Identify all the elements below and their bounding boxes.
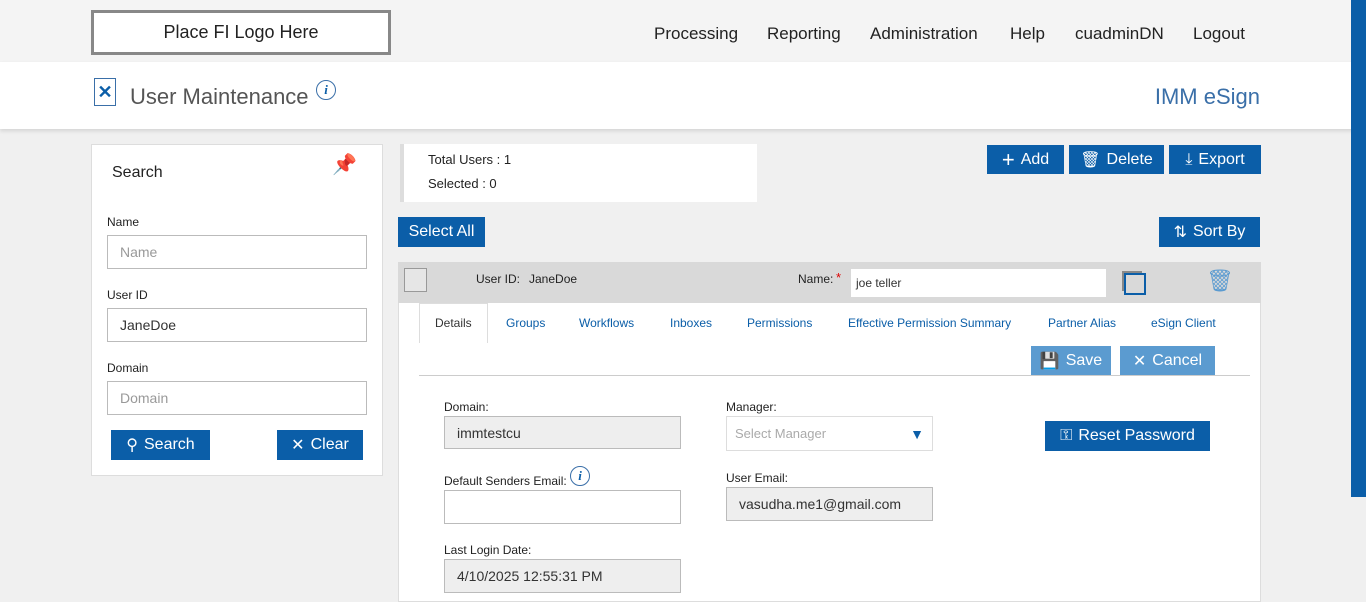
trash-icon[interactable]: 🗑 (1206, 268, 1234, 293)
userid-input[interactable]: JaneDoe (107, 308, 367, 342)
scrollbar[interactable] (1351, 0, 1366, 497)
tools-icon: ✕ (94, 78, 116, 106)
export-label: Export (1198, 150, 1245, 168)
domain-placeholder: Domain (120, 390, 169, 406)
total-users: Total Users : 1 (428, 152, 512, 167)
selected-count: Selected : 0 (428, 176, 497, 191)
nav-user[interactable]: cuadminDN (1075, 24, 1164, 43)
nav-logout[interactable]: Logout (1193, 24, 1245, 43)
domain-input[interactable]: Domain (107, 381, 367, 415)
summary-box (400, 144, 757, 202)
user-email-label: User Email: (726, 471, 789, 485)
download-icon: ⤓ (1185, 150, 1193, 168)
clear-label: Clear (310, 436, 349, 453)
chevron-down-icon: ▼ (910, 425, 924, 442)
brand-name: IMM eSign (1154, 84, 1260, 109)
name-label: Name: (798, 272, 834, 286)
key-icon: ⚿ (1060, 427, 1073, 444)
user-checkbox[interactable] (404, 268, 427, 292)
name-placeholder: Name (120, 244, 158, 260)
last-login-value: 4/10/2025 12:55:31 PM (457, 568, 603, 584)
tab-permissions[interactable]: Permissions (747, 316, 813, 330)
save-icon: 💾 (1039, 353, 1060, 370)
cancel-label: Cancel (1152, 352, 1203, 369)
search-icon: ⚲ (126, 437, 138, 454)
pin-icon[interactable]: 📌 (332, 154, 357, 176)
sort-by-button[interactable]: ⇅ Sort By (1159, 217, 1260, 247)
search-title: Search (112, 164, 163, 181)
info-icon[interactable]: i (316, 80, 336, 100)
trash-icon: 🗑 (1080, 151, 1101, 169)
info-icon[interactable]: i (570, 466, 590, 486)
userid-value: JaneDoe (529, 272, 578, 286)
name-input[interactable]: Name (107, 235, 367, 269)
domain-label: Domain: (444, 400, 489, 414)
close-icon: ✕ (1132, 353, 1147, 370)
user-email-field[interactable]: vasudha.me1@gmail.com (726, 487, 933, 521)
nav-help[interactable]: Help (1010, 24, 1045, 43)
tab-details-bg (419, 303, 488, 343)
user-email-value: vasudha.me1@gmail.com (739, 496, 902, 512)
senders-email-input[interactable] (444, 490, 681, 524)
reset-password-button[interactable]: ⚿ Reset Password (1045, 421, 1210, 451)
save-button[interactable]: 💾 Save (1031, 346, 1111, 376)
manager-select[interactable]: Select Manager ▼ (726, 416, 933, 451)
tab-effective-permission-summary[interactable]: Effective Permission Summary (848, 316, 1012, 330)
nav-administration[interactable]: Administration (870, 24, 978, 43)
close-icon: ✕ (291, 437, 305, 454)
manager-label: Manager: (726, 400, 777, 414)
page-header (0, 62, 1366, 129)
manager-placeholder: Select Manager (735, 426, 827, 441)
search-label: Search (144, 436, 195, 453)
nav-reporting[interactable]: Reporting (767, 24, 841, 43)
reset-label: Reset Password (1078, 427, 1195, 444)
add-label: Add (1020, 150, 1050, 168)
export-button[interactable]: ⤓ Export (1169, 145, 1261, 174)
domain-label: Domain (107, 361, 149, 375)
add-button[interactable]: + Add (987, 145, 1064, 174)
plus-icon: + (1001, 146, 1015, 172)
last-login-label: Last Login Date: (444, 543, 532, 557)
clear-button[interactable]: ✕ Clear (277, 430, 363, 460)
tab-esign-client[interactable]: eSign Client (1151, 316, 1216, 330)
name-label: Name (107, 215, 140, 229)
nav-processing[interactable]: Processing (654, 24, 739, 43)
userid-label: User ID (107, 288, 148, 302)
copy-icon[interactable] (1124, 273, 1146, 295)
delete-label: Delete (1106, 150, 1153, 168)
tab-partner-alias[interactable]: Partner Alias (1048, 316, 1117, 330)
domain-value: immtestcu (457, 424, 521, 441)
logo: Place FI Logo Here (91, 10, 391, 55)
tab-groups[interactable]: Groups (506, 316, 546, 330)
domain-field: immtestcu (444, 416, 681, 449)
tab-workflows[interactable]: Workflows (579, 316, 635, 330)
userid-label: User ID: (476, 272, 521, 286)
senders-email-label: Default Senders Email: (444, 474, 567, 488)
search-button[interactable]: ⚲ Search (111, 430, 210, 460)
last-login-field: 4/10/2025 12:55:31 PM (444, 559, 681, 593)
user-card-header (398, 262, 1261, 303)
divider (419, 375, 1250, 376)
tab-details[interactable]: Details (435, 316, 472, 330)
page-title: User Maintenance (130, 84, 309, 109)
required-marker: * (836, 270, 842, 285)
delete-button[interactable]: 🗑 Delete (1069, 145, 1164, 174)
sort-label: Sort By (1192, 223, 1246, 240)
save-label: Save (1065, 352, 1103, 369)
name-input[interactable]: joe teller (851, 269, 1106, 297)
tab-inboxes[interactable]: Inboxes (670, 316, 713, 330)
cancel-button[interactable]: ✕ Cancel (1120, 346, 1215, 376)
userid-value: JaneDoe (120, 317, 177, 333)
name-value: joe teller (856, 276, 902, 290)
select-all-button[interactable]: Select All (398, 217, 485, 247)
sort-icon: ⇅ (1173, 224, 1187, 241)
